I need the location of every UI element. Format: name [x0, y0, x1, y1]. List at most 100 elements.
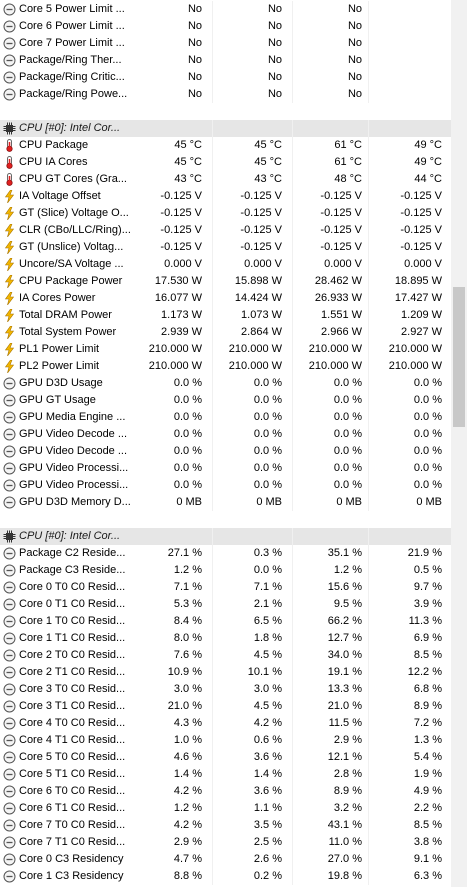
sensor-row[interactable]: Core 7 T0 C0 Resid... 4.2 % 3.5 % 43.1 % 8.5…: [0, 817, 451, 834]
sensor-row[interactable]: Core 0 C3 Residency 4.7 % 2.6 % 27.0 % 9.1 %: [0, 851, 451, 868]
scrollbar-thumb[interactable]: [453, 287, 465, 427]
average-value: 210.000 W: [388, 343, 442, 355]
column-separator: [368, 409, 369, 426]
sensor-row[interactable]: GPU Video Decode ... 0.0 % 0.0 % 0.0 % 0.0 %: [0, 426, 451, 443]
column-separator: [368, 239, 369, 256]
average-value: 0.0 %: [413, 411, 442, 423]
column-separator: [368, 528, 369, 545]
sensor-row[interactable]: Total DRAM Power 1.173 W 1.073 W 1.551 W 1.2…: [0, 307, 451, 324]
sensor-row[interactable]: Package/Ring Critic... No No No: [0, 69, 451, 86]
average-value: 9.1 %: [413, 853, 442, 865]
column-separator: [292, 494, 293, 511]
sensor-row[interactable]: Core 7 T1 C0 Resid... 2.9 % 2.5 % 11.0 % 3.8…: [0, 834, 451, 851]
clock-icon: [3, 581, 16, 594]
column-separator: [292, 392, 293, 409]
min-value: 2.864 W: [241, 326, 282, 338]
lightning-icon: [3, 342, 16, 357]
sensor-row[interactable]: GPU Video Processi... 0.0 % 0.0 % 0.0 % 0.0 …: [0, 477, 451, 494]
sensor-row[interactable]: PL2 Power Limit 210.000 W 210.000 W 210.000…: [0, 358, 451, 375]
sensor-row[interactable]: Core 2 T1 C0 Resid... 10.9 % 10.1 % 19.1 % 1…: [0, 664, 451, 681]
sensor-row[interactable]: IA Voltage Offset -0.125 V -0.125 V -0.125 …: [0, 188, 451, 205]
min-value: 2.6 %: [253, 853, 282, 865]
sensor-row[interactable]: Core 6 Power Limit ... No No No: [0, 18, 451, 35]
sensor-group-header[interactable]: CPU [#0]: Intel Cor...: [0, 120, 451, 137]
max-value: 61 °C: [334, 156, 362, 168]
sensor-row[interactable]: CPU GT Cores (Gra... 43 °C 43 °C 48 °C 44 °C: [0, 171, 451, 188]
sensor-row[interactable]: Core 5 T1 C0 Resid... 1.4 % 1.4 % 2.8 % 1.9 …: [0, 766, 451, 783]
sensor-row[interactable]: GPU Video Processi... 0.0 % 0.0 % 0.0 % 0.0 …: [0, 460, 451, 477]
sensor-row[interactable]: GPU D3D Usage 0.0 % 0.0 % 0.0 % 0.0 %: [0, 375, 451, 392]
sensor-label: GPU D3D Usage: [19, 377, 103, 389]
current-value: 1.173 W: [161, 309, 202, 321]
average-value: -0.125 V: [400, 207, 442, 219]
sensor-row[interactable]: Package C3 Reside... 1.2 % 0.0 % 1.2 % 0.5 %: [0, 562, 451, 579]
sensor-row[interactable]: Core 0 T0 C0 Resid... 7.1 % 7.1 % 15.6 % 9.7…: [0, 579, 451, 596]
sensor-row[interactable]: PL1 Power Limit 210.000 W 210.000 W 210.000…: [0, 341, 451, 358]
sensor-row[interactable]: CPU Package Power 17.530 W 15.898 W 28.462 …: [0, 273, 451, 290]
sensor-row[interactable]: Core 4 T0 C0 Resid... 4.3 % 4.2 % 11.5 % 7.2…: [0, 715, 451, 732]
sensor-row[interactable]: Uncore/SA Voltage ... 0.000 V 0.000 V 0.000…: [0, 256, 451, 273]
sensor-row[interactable]: Core 5 Power Limit ... No No No: [0, 1, 451, 18]
column-separator: [368, 596, 369, 613]
sensor-row[interactable]: GPU GT Usage 0.0 % 0.0 % 0.0 % 0.0 %: [0, 392, 451, 409]
sensor-row[interactable]: GPU Media Engine ... 0.0 % 0.0 % 0.0 % 0.0 %: [0, 409, 451, 426]
clock-icon: [3, 377, 16, 390]
min-value: 7.1 %: [253, 581, 282, 593]
column-separator: [368, 69, 369, 86]
sensor-row[interactable]: Core 6 T0 C0 Resid... 4.2 % 3.6 % 8.9 % 4.9 …: [0, 783, 451, 800]
current-value: 7.6 %: [173, 649, 202, 661]
sensor-row[interactable]: Core 3 T0 C0 Resid... 3.0 % 3.0 % 13.3 % 6.8…: [0, 681, 451, 698]
sensor-row[interactable]: CLR (CBo/LLC/Ring)... -0.125 V -0.125 V -0.…: [0, 222, 451, 239]
sensor-row[interactable]: GT (Unslice) Voltag... -0.125 V -0.125 V -0…: [0, 239, 451, 256]
min-value: 4.5 %: [253, 649, 282, 661]
sensor-row[interactable]: Core 1 T1 C0 Resid... 8.0 % 1.8 % 12.7 % 6.9…: [0, 630, 451, 647]
sensor-row[interactable]: Total System Power 2.939 W 2.864 W 2.966 W 2…: [0, 324, 451, 341]
sensor-label: IA Voltage Offset: [19, 190, 101, 202]
sensor-row[interactable]: Core 0 T1 C0 Resid... 5.3 % 2.1 % 9.5 % 3.9 …: [0, 596, 451, 613]
min-value: -0.125 V: [240, 207, 282, 219]
sensor-row[interactable]: Core 7 Power Limit ... No No No: [0, 35, 451, 52]
sensor-row[interactable]: Core 5 T0 C0 Resid... 4.6 % 3.6 % 12.1 % 5.4…: [0, 749, 451, 766]
average-value: 0.0 %: [413, 377, 442, 389]
sensor-row[interactable]: Core 6 T1 C0 Resid... 1.2 % 1.1 % 3.2 % 2.2 …: [0, 800, 451, 817]
sensor-row[interactable]: GPU D3D Memory D... 0 MB 0 MB 0 MB 0 MB: [0, 494, 451, 511]
sensor-row[interactable]: Package/Ring Ther... No No No: [0, 52, 451, 69]
max-value: No: [347, 71, 363, 83]
column-separator: [368, 732, 369, 749]
sensor-row[interactable]: Core 2 T0 C0 Resid... 7.6 % 4.5 % 34.0 % 8.5…: [0, 647, 451, 664]
sensor-group-header[interactable]: CPU [#0]: Intel Cor...: [0, 528, 451, 545]
sensor-row[interactable]: GT (Slice) Voltage O... -0.125 V -0.125 V -…: [0, 205, 451, 222]
min-value: -0.125 V: [240, 224, 282, 236]
column-separator: [212, 375, 213, 392]
max-value: 11.5 %: [328, 717, 362, 729]
min-value: No: [267, 37, 283, 49]
sensor-list[interactable]: Core 5 Power Limit ... No No No Core 6 Power…: [0, 0, 451, 887]
vertical-scrollbar[interactable]: [451, 0, 467, 887]
sensor-label: Core 0 T1 C0 Resid...: [19, 598, 126, 610]
sensor-label: Core 1 C3 Residency: [19, 870, 124, 882]
sensor-label: GPU GT Usage: [19, 394, 96, 406]
sensor-row[interactable]: Core 1 C3 Residency 8.8 % 0.2 % 19.8 % 6.3 %: [0, 868, 451, 885]
clock-icon: [3, 598, 16, 611]
lightning-icon: [3, 189, 16, 204]
current-value: 17.530 W: [154, 275, 202, 287]
sensor-row[interactable]: Package C2 Reside... 27.1 % 0.3 % 35.1 % 21.…: [0, 545, 451, 562]
column-separator: [212, 18, 213, 35]
max-value: 66.2 %: [327, 615, 362, 627]
sensor-row[interactable]: Core 4 T1 C0 Resid... 1.0 % 0.6 % 2.9 % 1.3 …: [0, 732, 451, 749]
min-value: 4.5 %: [253, 700, 282, 712]
max-value: 35.1 %: [327, 547, 362, 559]
sensor-row[interactable]: IA Cores Power 16.077 W 14.424 W 26.933 W 17…: [0, 290, 451, 307]
min-value: 2.5 %: [253, 836, 282, 848]
min-value: 3.6 %: [253, 751, 282, 763]
sensor-label: Total DRAM Power: [19, 309, 112, 321]
average-value: 49 °C: [414, 139, 442, 151]
sensor-row[interactable]: Package/Ring Powe... No No No: [0, 86, 451, 103]
sensor-row[interactable]: Core 1 T0 C0 Resid... 8.4 % 6.5 % 66.2 % 11.…: [0, 613, 451, 630]
sensor-label: Core 4 T0 C0 Resid...: [19, 717, 126, 729]
sensor-row[interactable]: CPU IA Cores 45 °C 45 °C 61 °C 49 °C: [0, 154, 451, 171]
sensor-row[interactable]: GPU Video Decode ... 0.0 % 0.0 % 0.0 % 0.0 %: [0, 443, 451, 460]
sensor-row[interactable]: Core 3 T1 C0 Resid... 21.0 % 4.5 % 21.0 % 8.…: [0, 698, 451, 715]
sensor-row[interactable]: CPU Package 45 °C 45 °C 61 °C 49 °C: [0, 137, 451, 154]
column-separator: [212, 426, 213, 443]
